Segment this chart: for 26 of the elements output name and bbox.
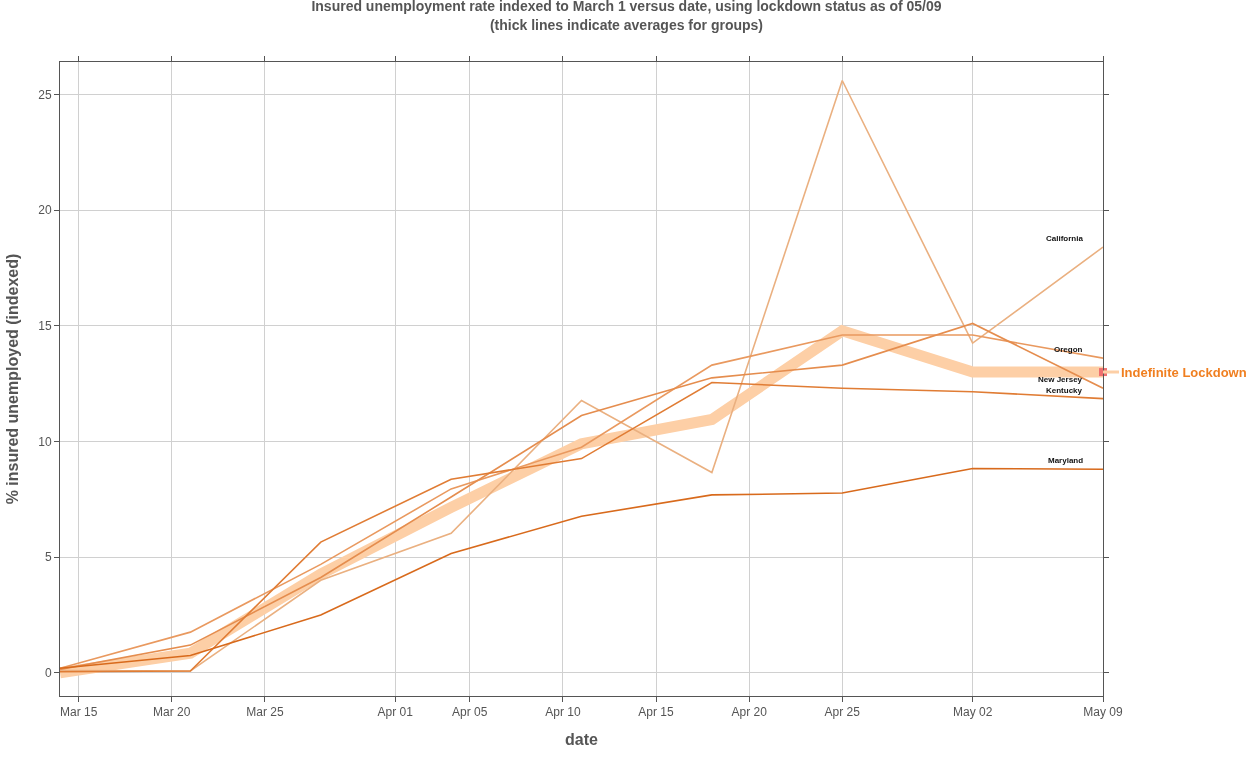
y-axis-title: % insured unemployed (indexed) bbox=[4, 253, 22, 505]
series-label: California bbox=[1046, 234, 1084, 243]
x-tick-label: Mar 15 bbox=[59, 705, 98, 720]
series-label: Kentucky bbox=[1046, 386, 1083, 395]
y-tick-label: 10 bbox=[38, 434, 52, 449]
y-tick-label: 0 bbox=[44, 666, 52, 681]
series-label: Maryland bbox=[1048, 456, 1084, 465]
x-tick-label: Apr 05 bbox=[452, 705, 488, 720]
chart-title: Insured unemployment rate indexed to March 1 versus date, using lockdown status as of 05/09 (thick lines indicate averages for groups) bbox=[311, 0, 942, 33]
y-tick-label: 5 bbox=[44, 550, 52, 565]
series-label: New Jersey bbox=[1038, 375, 1083, 384]
x-tick-label: May 02 bbox=[952, 705, 993, 720]
y-tick-label: 25 bbox=[38, 87, 52, 102]
x-tick-label: Apr 10 bbox=[545, 705, 581, 720]
x-tick-label: Mar 20 bbox=[153, 705, 191, 720]
x-tick-label: Apr 20 bbox=[731, 705, 768, 720]
x-tick-label: Apr 15 bbox=[638, 705, 674, 720]
y-tick-label: 20 bbox=[38, 203, 52, 218]
x-tick-label: May 09 bbox=[1083, 705, 1123, 720]
legend-label: Indefinite Lockdown bbox=[1121, 365, 1247, 380]
x-tick-label: Apr 25 bbox=[824, 705, 861, 720]
y-tick-label: 15 bbox=[38, 318, 52, 333]
series-label: Oregon bbox=[1054, 345, 1083, 354]
x-tick-label: Mar 25 bbox=[246, 705, 284, 720]
x-tick-label: Apr 01 bbox=[377, 705, 414, 720]
x-axis-title: date bbox=[565, 731, 599, 749]
